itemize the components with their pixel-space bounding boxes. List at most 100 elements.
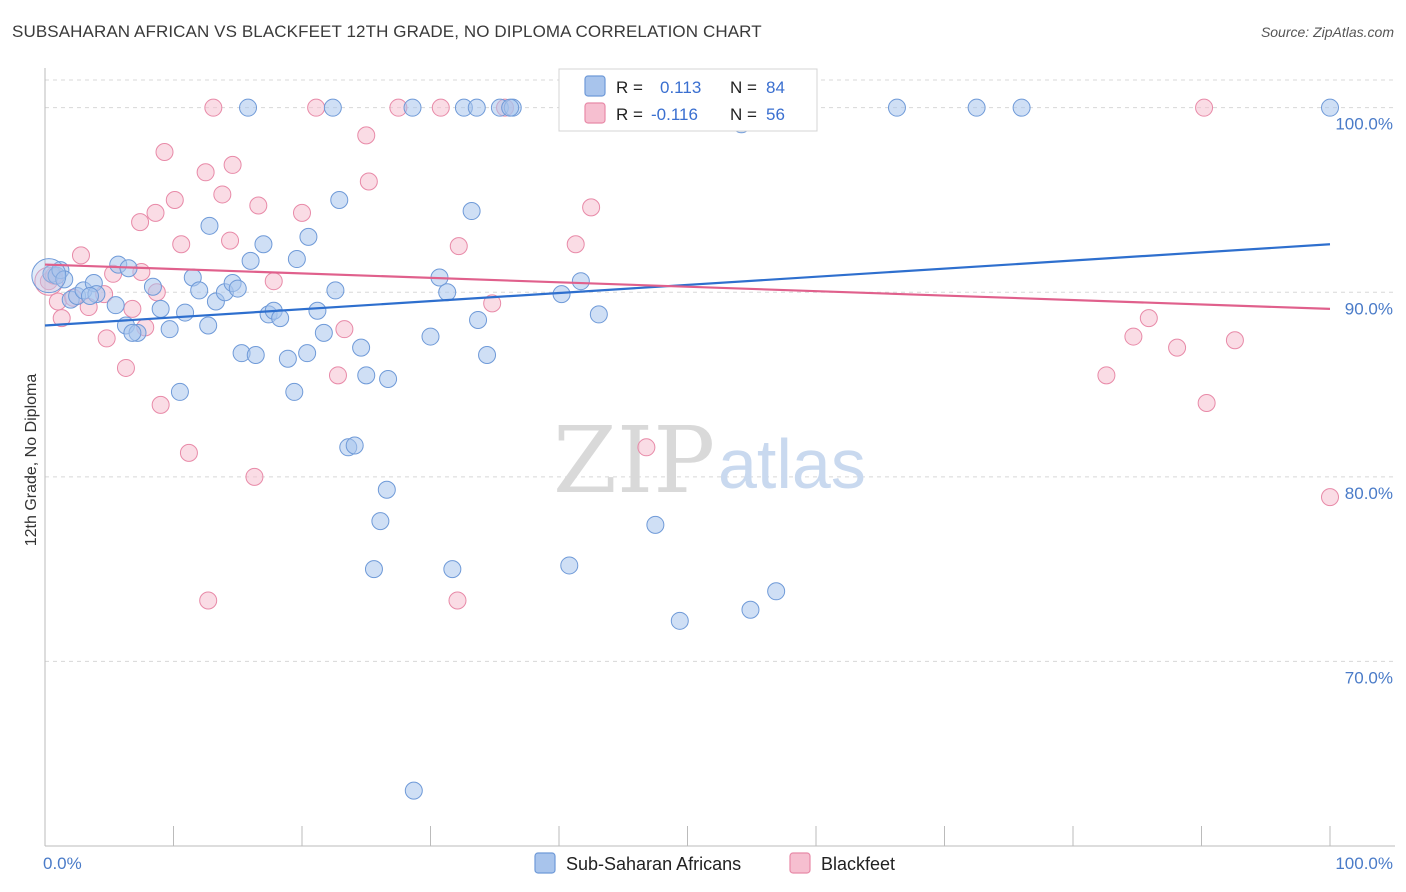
gridlines <box>45 79 1395 662</box>
subsaharan-point <box>326 281 345 300</box>
blackfeet-point <box>52 309 71 328</box>
subsaharan-point <box>246 346 265 365</box>
legend-n-value-1: 84 <box>766 78 785 97</box>
subsaharan-point <box>364 560 383 579</box>
subsaharan-point <box>160 320 179 339</box>
subsaharan-point <box>478 346 497 365</box>
subsaharan-point <box>404 781 423 800</box>
blackfeet-points <box>34 98 1339 610</box>
blackfeet-point <box>1225 331 1244 350</box>
blackfeet-point <box>582 198 601 217</box>
legend-n-label-1: N = <box>730 78 757 97</box>
blackfeet-point <box>151 395 170 414</box>
subsaharan-point <box>323 98 342 117</box>
subsaharan-point <box>967 98 986 117</box>
subsaharan-point <box>314 323 333 342</box>
blackfeet-point <box>199 591 218 610</box>
blackfeet-point <box>155 142 174 161</box>
subsaharan-point <box>287 250 306 269</box>
subsaharan-point <box>330 190 349 209</box>
blackfeet-point <box>249 196 268 215</box>
subsaharan-point <box>1321 98 1339 117</box>
subsaharan-point <box>271 309 290 328</box>
blackfeet-point <box>1321 488 1339 507</box>
subsaharan-point <box>170 382 189 401</box>
subsaharan-point <box>55 270 74 289</box>
blackfeet-point <box>245 467 264 486</box>
subsaharan-point <box>443 560 462 579</box>
subsaharan-point <box>298 344 317 363</box>
blackfeet-point <box>431 98 450 117</box>
subsaharan-point <box>308 301 327 320</box>
subsaharan-point <box>239 98 258 117</box>
subsaharan-point <box>589 305 608 324</box>
subsaharan-point <box>421 327 440 346</box>
blackfeet-point <box>116 358 135 377</box>
subsaharan-point <box>403 98 422 117</box>
blackfeet-point <box>1124 327 1143 346</box>
blackfeet-point <box>179 443 198 462</box>
subsaharan-point <box>560 556 579 575</box>
x-tick-label: 0.0% <box>43 854 82 873</box>
subsaharan-point <box>1012 98 1031 117</box>
blackfeet-point <box>293 203 311 222</box>
trend-lines <box>44 243 1331 327</box>
legend-n-label-2: N = <box>730 105 757 124</box>
source-credit: Source: ZipAtlas.com <box>1260 24 1394 40</box>
blackfeet-point <box>637 438 656 457</box>
blackfeet-point <box>1195 98 1214 117</box>
watermark-zip: ZIP <box>553 407 715 514</box>
blackfeet-point <box>264 272 283 291</box>
series-legend-swatch-subsaharan <box>534 852 556 874</box>
blackfeet-point <box>1097 366 1116 385</box>
subsaharan-point <box>741 600 760 619</box>
blackfeet-point <box>97 329 116 348</box>
subsaharan-point <box>278 349 297 368</box>
subsaharan-point <box>371 512 390 531</box>
legend-swatch-subsaharan <box>584 75 606 97</box>
blackfeet-point <box>483 294 502 313</box>
tick-labels: 70.0% 80.0% 90.0% 100.0% 0.0% 100.0% <box>43 115 1393 873</box>
subsaharan-point <box>887 98 906 117</box>
blackfeet-point <box>165 190 184 209</box>
y-tick-label: 90.0% <box>1345 299 1393 318</box>
legend-r-value-2: -0.116 <box>651 105 698 124</box>
subsaharan-point <box>299 227 318 246</box>
subsaharan-point <box>80 286 99 305</box>
y-tick-label: 80.0% <box>1345 484 1393 503</box>
blackfeet-point <box>123 299 142 318</box>
series-legend-label-blackfeet: Blackfeet <box>821 854 895 874</box>
subsaharan-point <box>438 283 457 302</box>
blackfeet-point <box>566 235 585 254</box>
subsaharan-point <box>241 251 260 270</box>
subsaharan-point <box>462 202 481 221</box>
blackfeet-point <box>213 185 232 204</box>
blackfeet-point <box>1168 338 1187 357</box>
blackfeet-point <box>328 366 347 385</box>
blackfeet-point <box>172 235 191 254</box>
blackfeet-point <box>196 163 215 182</box>
subsaharan-point <box>228 279 247 298</box>
subsaharan-point <box>345 436 364 455</box>
subsaharan-point <box>469 310 488 329</box>
legend-r-label-2: R = <box>616 105 643 124</box>
blackfeet-trend-line <box>44 263 1331 310</box>
blackfeet-point <box>448 591 467 610</box>
legend-n-value-2: 56 <box>766 105 785 124</box>
subsaharan-point <box>199 316 218 335</box>
legend-swatch-blackfeet <box>584 102 606 124</box>
blackfeet-point <box>146 203 165 222</box>
subsaharan-point <box>151 299 170 318</box>
chart-title: SUBSAHARAN AFRICAN VS BLACKFEET 12TH GRA… <box>12 22 762 41</box>
subsaharan-point <box>143 277 162 296</box>
blackfeet-point <box>223 155 242 174</box>
axes <box>44 68 1395 847</box>
blackfeet-point <box>357 126 376 145</box>
subsaharan-cluster-point <box>31 258 67 294</box>
blackfeet-point <box>335 320 354 339</box>
blackfeet-point <box>131 213 150 232</box>
subsaharan-point <box>357 366 376 385</box>
subsaharan-point <box>571 272 590 291</box>
blackfeet-point <box>204 98 223 117</box>
